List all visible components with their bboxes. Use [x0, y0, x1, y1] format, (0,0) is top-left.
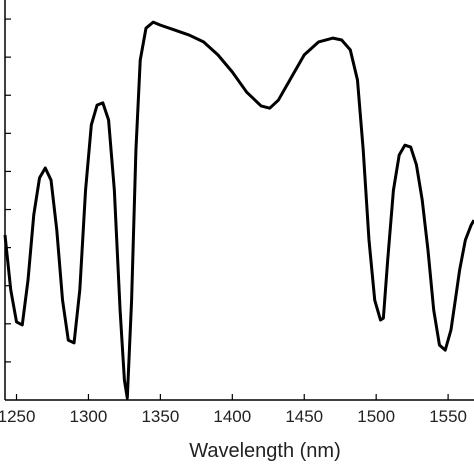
x-tick-label: 1550 — [429, 407, 467, 426]
spectrum-line — [3, 20, 474, 400]
x-tick-label: 1450 — [285, 407, 323, 426]
x-axis-label: Wavelength (nm) — [189, 440, 341, 462]
x-tick-label: 1250 — [0, 407, 35, 426]
x-tick-label: 1400 — [213, 407, 251, 426]
x-tick-label: 1300 — [70, 407, 108, 426]
x-tick-label: 1350 — [141, 407, 179, 426]
x-tick-label: 1500 — [357, 407, 395, 426]
